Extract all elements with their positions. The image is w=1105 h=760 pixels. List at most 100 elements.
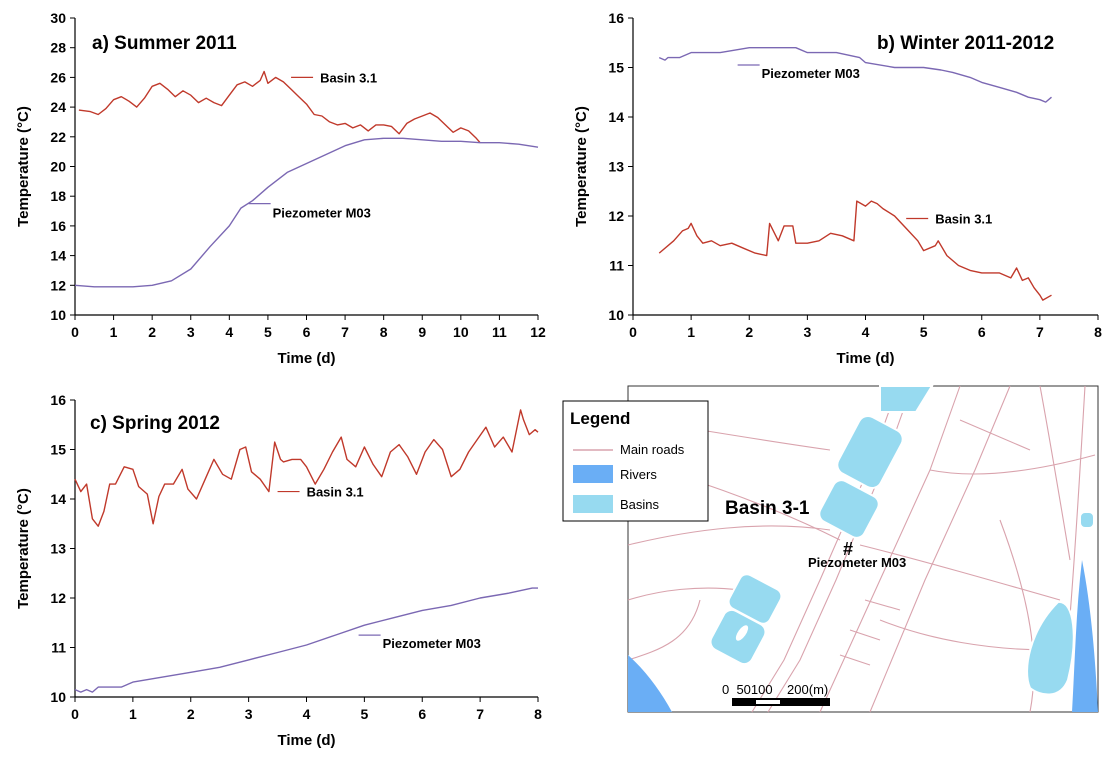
panel-title: c) Spring 2012 <box>90 413 220 434</box>
y-tick-label: 12 <box>608 208 624 224</box>
y-tick-label: 15 <box>50 442 66 458</box>
series-label: Basin 3.1 <box>935 211 992 226</box>
y-tick-label: 15 <box>608 60 624 76</box>
y-tick-label: 12 <box>50 590 66 606</box>
series-line-basin-3-1 <box>74 409 539 527</box>
x-tick-label: 2 <box>745 324 753 340</box>
x-tick-label: 0 <box>71 706 79 722</box>
y-tick-label: 22 <box>50 129 66 145</box>
basin-small <box>1079 511 1095 529</box>
x-tick-label: 6 <box>303 324 311 340</box>
panel-title: b) Winter 2011-2012 <box>877 33 1054 54</box>
y-tick-label: 10 <box>50 689 66 705</box>
x-axis-title: Time (d) <box>277 350 335 367</box>
x-tick-label: 8 <box>534 706 542 722</box>
series-line-piezometer-m03 <box>74 587 538 693</box>
legend-label-roads: Main roads <box>620 442 685 457</box>
series-label: Basin 3.1 <box>320 70 377 85</box>
series-line-basin-3-1 <box>78 70 481 144</box>
river-left <box>628 655 672 712</box>
x-tick-label: 2 <box>148 324 156 340</box>
basin-north <box>836 415 904 489</box>
x-tick-label: 4 <box>862 324 870 340</box>
x-tick-label: 1 <box>687 324 695 340</box>
map-panel: Basin 3-1 # Piezometer M03 0 50100 200(m… <box>562 385 1099 713</box>
y-tick-label: 14 <box>50 248 66 264</box>
scale-bar-label: 0 50100 200(m) <box>722 682 828 697</box>
x-tick-label: 0 <box>71 324 79 340</box>
y-tick-label: 12 <box>50 277 66 293</box>
y-tick-label: 10 <box>50 307 66 323</box>
basin-3-1-label: Basin 3-1 <box>725 498 810 519</box>
y-tick-label: 18 <box>50 188 66 204</box>
legend-swatch-basins <box>573 495 613 513</box>
x-tick-label: 5 <box>360 706 368 722</box>
y-tick-label: 10 <box>608 307 624 323</box>
x-axis-title: Time (d) <box>277 732 335 749</box>
legend-swatch-rivers <box>573 465 613 483</box>
chart-panel-summer-2011: 0 1 2 3 4 5 6 7 8 9 10 11 121012141618202224262830Ti… <box>15 10 546 367</box>
scale-bar: 0 50100 200(m) <box>722 682 830 706</box>
series-label: Piezometer M03 <box>273 206 371 221</box>
x-tick-label: 3 <box>187 324 195 340</box>
x-tick-label: 3 <box>245 706 253 722</box>
y-tick-label: 20 <box>50 159 66 175</box>
piezometer-label: Piezometer M03 <box>808 555 906 570</box>
x-tick-label: 4 <box>225 324 233 340</box>
x-tick-label: 7 <box>1036 324 1044 340</box>
y-tick-label: 11 <box>609 258 624 274</box>
x-tick-label: 7 <box>476 706 484 722</box>
y-tick-label: 13 <box>608 159 624 175</box>
panel-title: a) Summer 2011 <box>92 33 237 54</box>
road-network <box>627 385 1096 713</box>
x-tick-label: 12 <box>530 324 546 340</box>
y-tick-label: 16 <box>50 392 66 408</box>
legend-label-rivers: Rivers <box>620 467 657 482</box>
x-tick-label: 2 <box>187 706 195 722</box>
series-label: Basin 3.1 <box>307 485 364 500</box>
river-right <box>1072 560 1098 712</box>
basins <box>709 385 1095 696</box>
x-tick-label: 10 <box>453 324 469 340</box>
y-axis-title: Temperature (°C) <box>15 106 32 227</box>
x-tick-label: 6 <box>418 706 426 722</box>
series-line-piezometer-m03 <box>658 47 1052 103</box>
legend-title: Legend <box>570 409 630 428</box>
y-tick-label: 24 <box>50 99 66 115</box>
x-tick-label: 9 <box>418 324 426 340</box>
basin-3-1 <box>818 479 880 539</box>
x-axis-title: Time (d) <box>836 350 894 367</box>
series-line-basin-3-1 <box>658 200 1052 301</box>
x-tick-label: 0 <box>629 324 637 340</box>
basin-east <box>1026 601 1075 696</box>
x-tick-label: 6 <box>978 324 986 340</box>
map-legend: Legend Main roads Rivers Basins <box>562 400 709 522</box>
y-tick-label: 14 <box>50 491 66 507</box>
x-tick-label: 7 <box>341 324 349 340</box>
y-tick-label: 14 <box>608 109 624 125</box>
y-tick-label: 16 <box>50 218 66 234</box>
x-tick-label: 8 <box>1094 324 1102 340</box>
x-tick-label: 8 <box>380 324 388 340</box>
y-tick-label: 28 <box>50 40 66 56</box>
x-tick-label: 3 <box>803 324 811 340</box>
x-tick-label: 1 <box>110 324 118 340</box>
y-tick-label: 16 <box>608 10 624 26</box>
y-tick-label: 11 <box>51 640 66 656</box>
series-line-piezometer-m03 <box>74 137 539 288</box>
piezometer-marker: # <box>843 539 853 559</box>
x-tick-label: 5 <box>264 324 272 340</box>
y-tick-label: 30 <box>50 10 66 26</box>
rivers <box>628 560 1098 712</box>
y-axis-title: Temperature (°C) <box>15 488 32 609</box>
series-label: Piezometer M03 <box>383 636 481 651</box>
x-tick-label: 5 <box>920 324 928 340</box>
y-tick-label: 13 <box>50 541 66 557</box>
y-tick-label: 26 <box>50 69 66 85</box>
series-label: Piezometer M03 <box>762 66 860 81</box>
x-tick-label: 11 <box>492 324 507 340</box>
x-tick-label: 1 <box>129 706 137 722</box>
